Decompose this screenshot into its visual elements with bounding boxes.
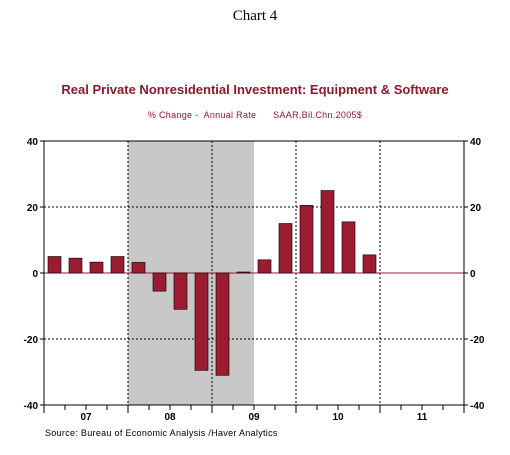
y-tick-label-left: 20 xyxy=(27,203,39,214)
bar-2008Q3 xyxy=(173,272,188,310)
bar-2009Q4 xyxy=(278,223,293,274)
x-year-label: 09 xyxy=(248,412,260,423)
source-note: Source: Bureau of Economic Analysis /Hav… xyxy=(45,428,278,438)
y-tick-label-right: 0 xyxy=(470,269,476,280)
bar-2007Q3 xyxy=(89,261,104,274)
bar-2008Q4 xyxy=(194,272,209,371)
chart-number: Chart 4 xyxy=(232,8,278,24)
bar-2007Q1 xyxy=(47,256,62,274)
x-year-label: 11 xyxy=(417,412,428,423)
chart-subtitle: % Change - Annual Rate SAAR,Bil.Chn.2005… xyxy=(147,110,363,120)
y-tick-label-right: -40 xyxy=(470,401,485,412)
x-year-label: 08 xyxy=(164,412,176,423)
bar-2009Q1 xyxy=(215,272,230,376)
y-tick-label-left: -20 xyxy=(24,335,39,346)
y-tick-label-right: 40 xyxy=(470,137,482,148)
bar-2007Q4 xyxy=(110,256,125,274)
bar-2008Q2 xyxy=(152,272,167,292)
bar-2010Q4 xyxy=(362,254,377,274)
y-tick-label-left: 0 xyxy=(32,269,38,280)
y-tick-label-right: -20 xyxy=(470,335,485,346)
y-tick-label-right: 20 xyxy=(470,203,482,214)
bar-2009Q2 xyxy=(236,271,251,274)
y-tick-label-left: 40 xyxy=(27,137,39,148)
bar-2010Q2 xyxy=(320,190,335,274)
bar-2008Q1 xyxy=(131,262,146,274)
x-year-label: 10 xyxy=(332,412,344,423)
y-tick-label-left: -40 xyxy=(24,401,39,412)
x-year-label: 07 xyxy=(80,412,92,423)
chart-title: Real Private Nonresidential Investment: … xyxy=(61,82,449,97)
bar-2010Q1 xyxy=(299,205,314,274)
bar-2007Q2 xyxy=(68,257,83,274)
bar-2010Q3 xyxy=(341,221,356,274)
bar-2009Q3 xyxy=(257,259,272,274)
